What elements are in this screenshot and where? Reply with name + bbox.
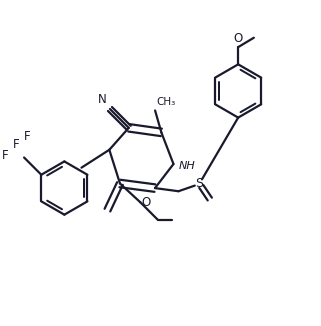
Text: F: F — [13, 138, 20, 151]
Text: F: F — [24, 130, 30, 143]
Text: O: O — [234, 32, 243, 45]
Text: F: F — [2, 149, 8, 162]
Text: N: N — [98, 93, 107, 106]
Text: NH: NH — [179, 161, 196, 170]
Text: O: O — [142, 196, 151, 209]
Text: S: S — [195, 177, 203, 190]
Text: CH₃: CH₃ — [157, 97, 176, 107]
